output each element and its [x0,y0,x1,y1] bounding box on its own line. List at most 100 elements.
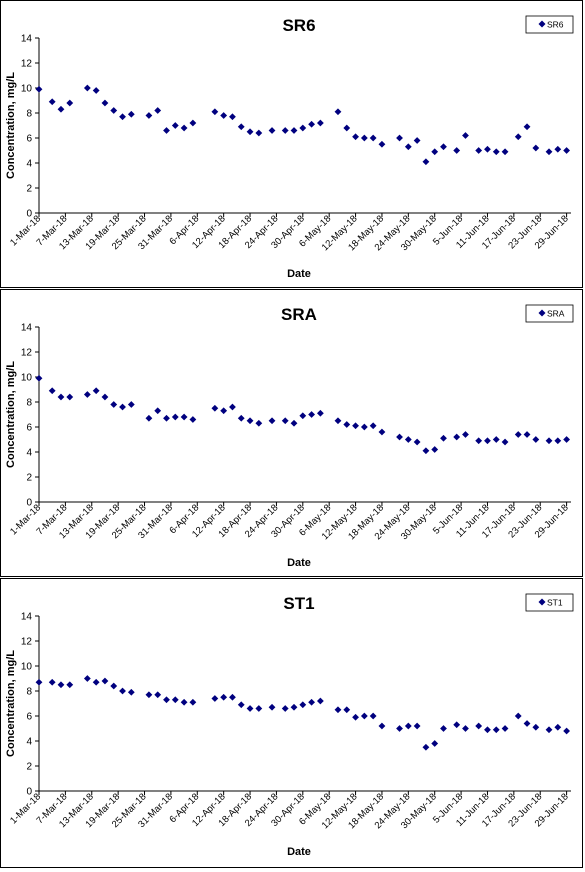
data-point [290,419,298,427]
data-point [514,431,522,438]
y-tick-label: 6 [26,134,32,145]
data-point [110,401,118,408]
data-point [83,84,91,92]
y-tick-label: 12 [21,59,33,70]
data-point [57,681,65,689]
data-point [352,133,359,141]
data-point [545,726,553,734]
data-point [369,422,377,430]
data-point [501,438,509,446]
y-tick-label: 4 [26,737,32,748]
legend-label: SRA [547,309,565,319]
y-tick-label: 12 [21,637,33,648]
legend: ST1 [525,593,574,612]
data-point [404,143,412,151]
x-axis-title: Date [287,846,311,858]
y-tick-label: 12 [21,348,33,359]
data-point [462,132,469,139]
data-point [237,123,245,131]
data-point [501,725,509,732]
data-point [484,437,491,445]
data-point [563,727,571,735]
data-point [35,85,43,93]
data-point [83,675,91,682]
data-point [220,407,228,415]
data-point [462,431,469,438]
data-point [422,447,430,455]
data-point [462,725,469,732]
data-point [110,682,118,690]
data-point [360,134,368,142]
data-point [66,99,74,107]
data-point [57,105,65,113]
data-point [127,688,135,696]
y-tick-label: 0 [26,498,32,509]
data-point [154,107,162,114]
chart-title: SR6 [282,16,315,35]
data-point [308,411,315,418]
axes [38,616,571,792]
chart-svg: ST1 ST1024681012141-Mar-187-Mar-1813-Mar-… [5,593,574,858]
data-point [127,110,135,118]
data-point [352,422,359,430]
data-point [475,147,483,154]
data-point [211,404,219,412]
data-point [369,712,377,720]
data-point [92,87,100,94]
data-point [492,436,500,443]
data-point [334,706,342,714]
data-point [532,723,540,731]
y-tick-label: 0 [26,787,32,798]
data-point [343,706,351,714]
data-point [255,705,263,712]
y-tick-label: 6 [26,423,32,434]
data-point [475,437,483,445]
data-point [554,437,562,445]
data-point [308,698,315,706]
y-tick-label: 4 [26,448,32,459]
data-point [532,436,540,443]
chart-panel-sr6: SR6 SR6 0 2 4 6 8 10 12 14 1-Mar-18 7-Mar-18 13-Mar-… [0,0,583,288]
data-point [92,387,100,395]
data-point [563,147,571,154]
data-point [281,705,289,712]
data-point [163,414,170,422]
data-point [299,701,307,709]
data-point [35,678,43,686]
data-point [246,705,254,712]
data-point [545,148,553,156]
data-point [378,140,386,148]
chart-title: SRA [281,305,317,324]
data-point [563,436,571,443]
data-point [145,414,153,422]
chart-title: ST1 [283,594,314,613]
axes [38,38,571,214]
data-point [492,148,500,156]
data-point [220,693,228,701]
y-tick-label: 8 [26,687,32,698]
data-point [334,417,342,425]
data-point [396,725,403,732]
data-point [475,722,483,730]
data-point [422,743,430,751]
data-point [378,722,386,730]
data-point [66,681,74,689]
data-point [440,434,447,442]
data-point [453,721,461,729]
legend: SRA [525,304,574,323]
data-point [189,416,197,423]
y-tick-label: 8 [26,398,32,409]
chart-panel-sra: SRA SRA 0 2 4 6 8 10 12 14 1-Mar-18 7-Mar-18 13-Mar-… [0,289,583,577]
x-axis-title: Date [287,268,311,280]
y-tick-label: 4 [26,159,32,170]
data-point [554,145,562,153]
data-point [431,446,439,453]
data-series [35,675,571,751]
data-point [334,108,342,116]
data-point [127,401,135,408]
data-series [35,84,571,166]
data-point [171,696,179,704]
data-point [360,423,368,431]
data-point [163,127,170,134]
